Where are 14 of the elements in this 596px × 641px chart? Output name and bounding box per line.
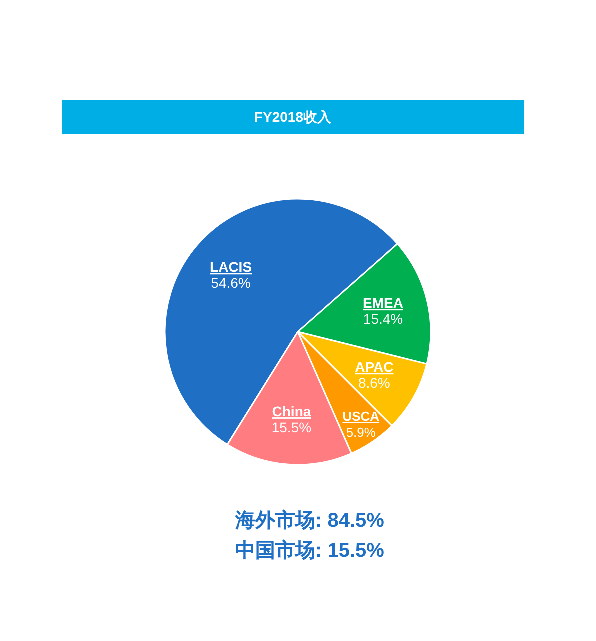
data-label: 8.6%: [358, 375, 390, 392]
data-label: 5.9%: [346, 425, 376, 440]
slice-label: EMEA: [363, 295, 404, 312]
data-label: 15.4%: [363, 311, 404, 328]
data-label: 54.6%: [211, 275, 251, 292]
annotation: 海外市场: 84.5%: [236, 510, 384, 532]
slice-label: USCA: [342, 409, 380, 424]
slice-label: APAC: [355, 359, 394, 376]
data-label: 15.5%: [272, 420, 312, 436]
chart-title: FY2018收入: [254, 109, 333, 125]
slice-label: LACIS: [210, 259, 252, 276]
slice-label: China: [272, 404, 312, 420]
title: FY2018收入: [62, 100, 524, 134]
annotation: 中国市场: 15.5%: [236, 540, 384, 562]
